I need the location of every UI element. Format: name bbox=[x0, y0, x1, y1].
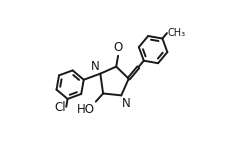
Text: N: N bbox=[91, 60, 100, 73]
Text: O: O bbox=[114, 41, 123, 54]
Text: CH₃: CH₃ bbox=[167, 28, 185, 38]
Text: HO: HO bbox=[77, 103, 95, 116]
Text: N: N bbox=[122, 97, 130, 110]
Text: Cl: Cl bbox=[54, 101, 66, 114]
